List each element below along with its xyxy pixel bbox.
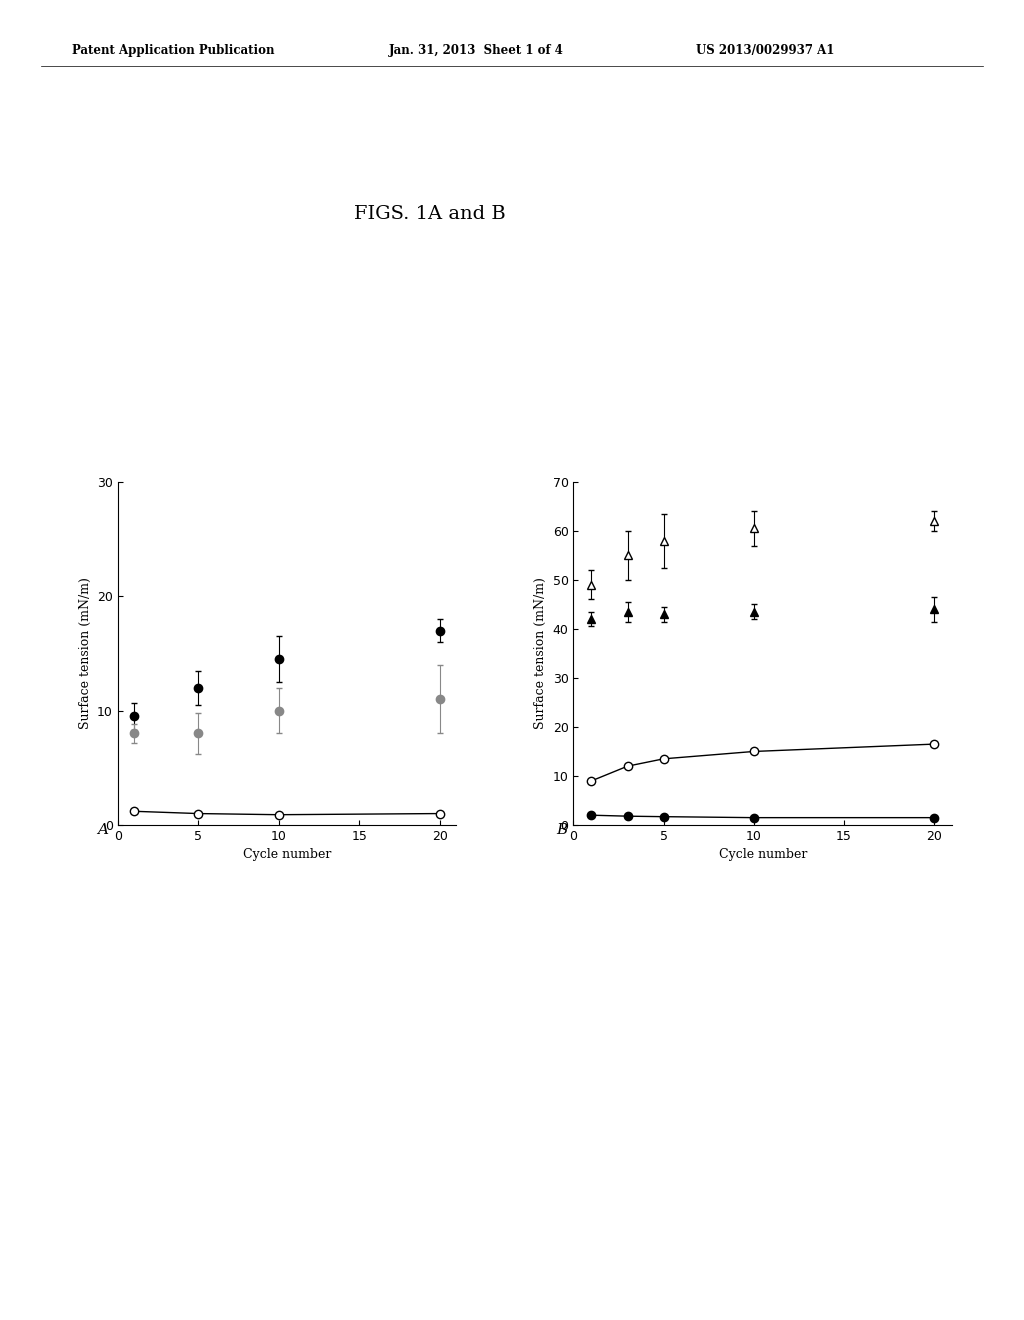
X-axis label: Cycle number: Cycle number xyxy=(719,849,807,862)
Text: Jan. 31, 2013  Sheet 1 of 4: Jan. 31, 2013 Sheet 1 of 4 xyxy=(389,44,564,57)
X-axis label: Cycle number: Cycle number xyxy=(243,849,331,862)
Y-axis label: Surface tension (mN/m): Surface tension (mN/m) xyxy=(535,577,547,730)
Text: Patent Application Publication: Patent Application Publication xyxy=(72,44,274,57)
Text: A: A xyxy=(97,824,109,837)
Text: B: B xyxy=(556,824,567,837)
Text: FIGS. 1A and B: FIGS. 1A and B xyxy=(354,205,506,223)
Text: US 2013/0029937 A1: US 2013/0029937 A1 xyxy=(696,44,835,57)
Y-axis label: Surface tension (mN/m): Surface tension (mN/m) xyxy=(79,577,91,730)
